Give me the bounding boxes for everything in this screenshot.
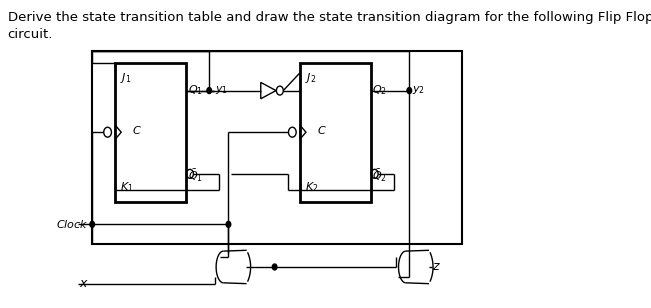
Circle shape [207, 87, 212, 94]
Text: $Clock$: $Clock$ [56, 218, 89, 230]
Text: $x$: $x$ [79, 277, 89, 290]
Polygon shape [261, 83, 276, 99]
Text: $z$: $z$ [432, 261, 441, 274]
Text: $J_2$: $J_2$ [305, 71, 316, 85]
Text: Derive the state transition table and draw the state transition diagram for the : Derive the state transition table and dr… [8, 11, 651, 24]
Text: $Q_2$: $Q_2$ [372, 84, 387, 97]
Text: $J_1$: $J_1$ [120, 71, 132, 85]
Text: $K_1$: $K_1$ [120, 180, 133, 194]
Text: $Q_1$: $Q_1$ [187, 84, 202, 97]
Text: $\bar{Q}_1$: $\bar{Q}_1$ [187, 168, 202, 184]
Text: $C$: $C$ [317, 124, 327, 136]
Text: circuit.: circuit. [8, 28, 53, 41]
Text: $y_1$: $y_1$ [215, 83, 229, 95]
Circle shape [90, 221, 94, 227]
Circle shape [407, 87, 411, 94]
Circle shape [272, 264, 277, 270]
Text: $y_2$: $y_2$ [412, 83, 425, 95]
Text: $C$: $C$ [132, 124, 142, 136]
Text: $\bar{Q}_2$: $\bar{Q}_2$ [372, 168, 387, 184]
Circle shape [226, 221, 230, 227]
Text: $K_2$: $K_2$ [305, 180, 318, 194]
